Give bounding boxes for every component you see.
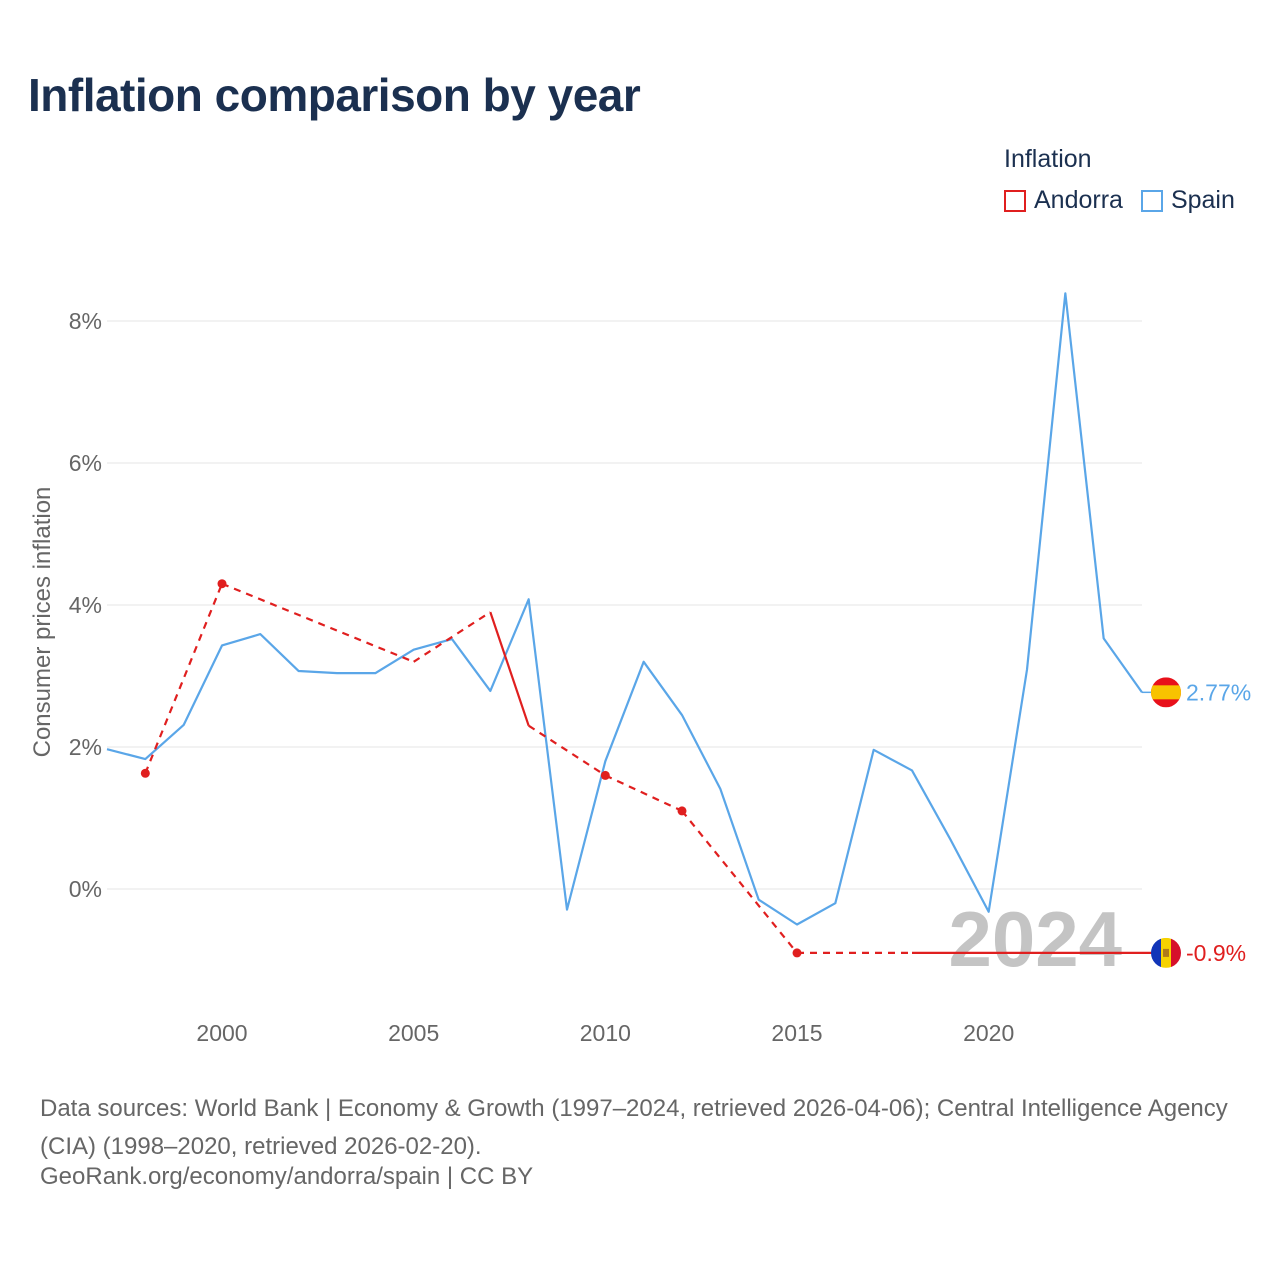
legend-swatch-spain (1140, 189, 1163, 212)
series-spain (106, 292, 1143, 926)
legend: Andorra Spain (1004, 186, 1253, 215)
y-axis-label: Consumer prices inflation (29, 487, 56, 758)
andorra-segment (144, 583, 224, 774)
x-tick-label: 2000 (196, 1020, 247, 1046)
andorra-segment (604, 774, 683, 812)
x-tick-label: 2005 (388, 1020, 439, 1046)
y-tick-label: 4% (69, 592, 102, 618)
andorra-end-value: -0.9% (1186, 940, 1246, 966)
chart-title: Inflation comparison by year (28, 69, 641, 121)
legend-label-andorra: Andorra (1034, 186, 1123, 214)
y-axis-ticks: 0% 2% 4% 6% 8% (69, 308, 102, 902)
andorra-segment (413, 611, 491, 663)
series-end-markers: 2.77% -0.9% (1142, 677, 1251, 968)
andorra-data-point (677, 806, 687, 816)
andorra-segment (681, 810, 798, 954)
x-tick-label: 2020 (963, 1020, 1014, 1046)
andorra-data-point (140, 768, 150, 778)
y-tick-label: 8% (69, 308, 102, 334)
andorra-segment (528, 724, 606, 777)
legend-title: Inflation (1004, 145, 1092, 173)
legend-item-spain[interactable]: Spain (1140, 186, 1235, 215)
x-tick-label: 2010 (580, 1020, 631, 1046)
y-tick-label: 0% (69, 876, 102, 902)
data-sources: Data sources: World Bank | Economy & Gro… (40, 1095, 1228, 1160)
andorra-flag-icon (1151, 937, 1181, 968)
spain-flag-icon (1151, 677, 1181, 708)
andorra-segment (489, 611, 530, 727)
x-axis-ticks: 2000 2005 2010 2015 2020 (196, 1020, 1014, 1046)
legend-swatch-andorra (1004, 189, 1026, 212)
y-tick-label: 2% (69, 734, 102, 760)
legend-label-spain: Spain (1170, 186, 1235, 214)
grid-lines (107, 320, 1142, 890)
andorra-segment (221, 582, 415, 663)
andorra-data-point (217, 579, 227, 589)
credit-link[interactable]: GeoRank.org/economy/andorra/spain | CC B… (40, 1163, 534, 1190)
y-tick-label: 6% (69, 450, 102, 476)
spain-line (106, 292, 1143, 926)
current-year-watermark: 2024 (948, 895, 1122, 983)
andorra-data-point (792, 948, 802, 958)
spain-end-value: 2.77% (1186, 679, 1251, 705)
legend-item-andorra[interactable]: Andorra (1004, 186, 1123, 215)
x-tick-label: 2015 (771, 1020, 822, 1046)
andorra-data-point (600, 770, 610, 780)
series-andorra (140, 579, 1152, 958)
